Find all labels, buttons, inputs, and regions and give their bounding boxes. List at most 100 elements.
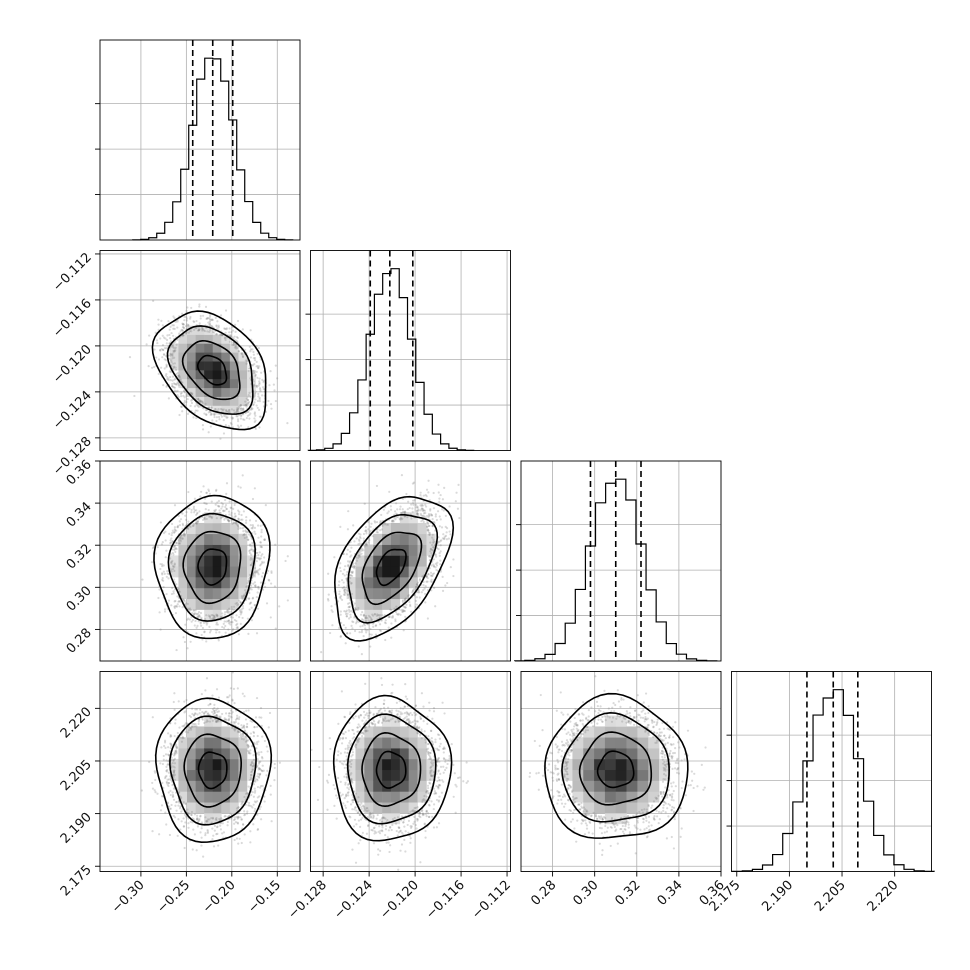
sample-point — [352, 798, 355, 802]
density-cell — [364, 780, 374, 792]
sample-point — [610, 826, 613, 829]
sample-point — [406, 823, 409, 827]
sample-point — [417, 509, 420, 512]
sample-point — [552, 779, 555, 782]
sample-point — [658, 735, 661, 738]
sample-point — [231, 699, 234, 702]
sample-point — [357, 554, 361, 557]
sample-point — [252, 550, 255, 553]
sample-point — [199, 495, 202, 498]
sample-point — [190, 393, 193, 396]
sample-point — [256, 775, 259, 778]
sample-point — [216, 710, 219, 714]
sample-point — [224, 415, 227, 418]
density-cell — [195, 544, 205, 556]
sample-point — [357, 740, 360, 743]
sample-point — [380, 818, 383, 821]
sample-point — [243, 833, 246, 836]
sample-point — [391, 614, 394, 618]
sample-point — [177, 542, 180, 545]
sample-point — [372, 827, 376, 830]
sample-point — [601, 720, 604, 723]
sample-point — [358, 813, 362, 817]
sample-point — [197, 329, 200, 332]
sample-point — [210, 500, 213, 503]
sample-point — [407, 721, 411, 724]
sample-point — [263, 538, 267, 542]
sample-point — [369, 812, 372, 816]
sample-point — [421, 507, 424, 510]
density-cell — [195, 726, 205, 738]
sample-point — [180, 820, 183, 823]
sample-point — [159, 521, 163, 524]
sample-point — [432, 546, 435, 549]
sample-point — [168, 328, 171, 331]
sample-point — [565, 779, 569, 782]
sample-point — [221, 832, 224, 835]
sample-point — [175, 752, 178, 755]
sample-point — [570, 749, 573, 752]
sample-point — [173, 544, 176, 548]
sample-point — [163, 572, 166, 575]
sample-point — [397, 719, 400, 723]
sample-point — [210, 318, 213, 321]
sample-point — [349, 550, 352, 553]
sample-point — [153, 789, 156, 792]
sample-point — [178, 807, 182, 810]
sample-point — [229, 421, 232, 425]
sample-point — [439, 493, 442, 497]
sample-point — [346, 548, 349, 551]
sample-point — [342, 581, 345, 584]
sample-point — [572, 811, 575, 814]
sample-point — [169, 553, 172, 556]
density-cell — [178, 780, 188, 792]
density-cell — [382, 726, 392, 738]
sample-point — [164, 539, 167, 542]
sample-point — [128, 356, 132, 359]
sample-point — [357, 803, 361, 806]
sample-point — [438, 779, 441, 782]
axis-frame — [310, 250, 511, 451]
sample-point — [370, 721, 373, 724]
sample-point — [676, 767, 680, 770]
sample-point — [226, 824, 229, 827]
sample-point — [265, 745, 268, 748]
sample-point — [364, 616, 367, 619]
density-cell — [604, 780, 617, 792]
sample-point — [218, 333, 222, 336]
sample-point — [445, 538, 449, 541]
sample-point — [259, 786, 262, 789]
sample-point — [252, 383, 256, 386]
sample-point — [396, 834, 399, 837]
sample-point — [253, 791, 257, 794]
density-cell — [346, 769, 356, 781]
density-cell — [364, 737, 374, 749]
density-cell — [373, 577, 383, 589]
sample-point — [215, 613, 219, 617]
sample-point — [161, 563, 164, 566]
sample-point — [252, 403, 255, 406]
histogram-panel-p3: 2.175 2.190 2.205 2.220 — [707, 671, 935, 915]
sample-point — [226, 410, 229, 413]
sample-point — [177, 374, 180, 378]
sample-point — [257, 346, 260, 350]
sample-point — [207, 489, 211, 493]
sample-point — [409, 826, 413, 829]
sample-point — [245, 739, 249, 742]
sample-point — [220, 333, 224, 337]
sample-point — [246, 722, 249, 726]
sample-point — [192, 725, 195, 728]
sample-point — [227, 622, 231, 625]
sample-point — [343, 574, 346, 577]
sample-point — [437, 548, 440, 551]
sample-point — [400, 843, 404, 846]
density-cell — [187, 361, 196, 371]
sample-point — [175, 547, 178, 551]
sample-point — [248, 551, 252, 555]
sample-point — [616, 824, 619, 827]
sample-point — [184, 730, 187, 733]
sample-point — [162, 564, 165, 567]
sample-point — [395, 829, 398, 833]
sample-point — [379, 849, 382, 852]
sample-point — [604, 822, 607, 825]
